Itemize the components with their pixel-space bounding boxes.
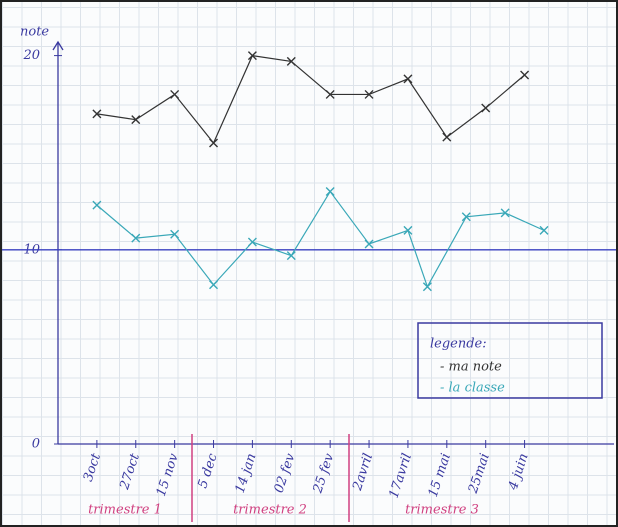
x-tick-label: 25 fev	[310, 451, 337, 496]
group-label: trimestre 3	[405, 503, 479, 518]
point-marker	[209, 138, 219, 148]
x-tick-label: 15 mai	[426, 452, 454, 499]
x-tick-label: 15 nov	[154, 451, 182, 498]
x-tick-label: 2avril	[350, 452, 376, 494]
point-marker	[403, 225, 413, 235]
x-tick-label: 4 juin	[506, 452, 532, 493]
point-marker	[325, 187, 335, 197]
point-marker	[461, 212, 471, 222]
point-marker	[325, 89, 335, 99]
y-tick-label: 0	[32, 437, 40, 452]
point-marker	[209, 280, 219, 290]
point-marker	[442, 132, 452, 142]
legend-entry: - la classe	[440, 381, 505, 396]
point-marker	[364, 239, 374, 249]
point-marker	[92, 109, 102, 119]
legend-box	[417, 322, 603, 399]
x-tick-label: 17avril	[387, 452, 416, 501]
point-marker	[364, 89, 374, 99]
series-line	[96, 190, 545, 289]
x-tick-label: 14 jan	[233, 452, 260, 495]
point-marker	[481, 103, 491, 113]
group-label: trimestre 1	[88, 503, 162, 518]
series-line	[96, 54, 525, 145]
point-marker	[247, 51, 257, 61]
x-tick-label: 02 fev	[272, 451, 299, 495]
point-marker	[170, 89, 180, 99]
legend-title: legende:	[430, 337, 487, 352]
group-label: trimestre 2	[233, 503, 307, 518]
point-marker	[286, 56, 296, 66]
point-marker	[520, 70, 530, 80]
point-marker	[403, 74, 413, 84]
point-marker	[500, 208, 510, 218]
x-tick-label: 25mai	[466, 452, 493, 496]
y-arrow	[52, 40, 64, 51]
x-tick-label: 5 dec	[195, 451, 221, 490]
point-marker	[539, 225, 549, 235]
point-marker	[92, 200, 102, 210]
x-tick-label: 3oct	[81, 451, 104, 484]
point-marker	[170, 229, 180, 239]
y-tick-label: 20	[22, 48, 40, 63]
point-marker	[247, 237, 257, 247]
y-axis-label: note	[20, 25, 49, 40]
point-marker	[131, 115, 141, 125]
x-tick-label: 27oct	[117, 451, 143, 492]
point-marker	[422, 282, 432, 292]
point-marker	[131, 233, 141, 243]
point-marker	[286, 251, 296, 261]
legend-entry: - ma note	[440, 360, 502, 375]
